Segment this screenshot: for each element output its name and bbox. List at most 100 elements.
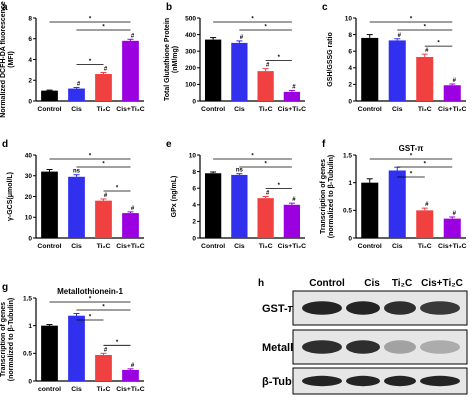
bar-1 xyxy=(68,176,85,238)
y-tick-label: 8 xyxy=(28,15,32,22)
y-axis-label: Transcription of genes(normalized to β-T… xyxy=(320,155,335,238)
bracket-label: * xyxy=(437,41,440,47)
bracket-label: * xyxy=(89,315,92,321)
category-label: Cis xyxy=(392,106,403,113)
category-label: Control xyxy=(358,106,382,113)
y-tick-label: 2 xyxy=(192,219,196,226)
bracket-label: * xyxy=(424,162,427,168)
bracket-label: * xyxy=(102,162,105,168)
blot-column-header: Control xyxy=(309,278,345,289)
y-axis-label: GPx (ng/mL) xyxy=(171,176,178,218)
y-axis-label-line: Total Glutathione Protein xyxy=(164,18,171,101)
y-tick-label: 20 xyxy=(25,194,33,201)
significance-mark: # xyxy=(240,35,244,41)
y-tick-label: 0.5 xyxy=(343,208,352,215)
blot-band xyxy=(346,301,380,315)
significance-mark: # xyxy=(266,63,270,69)
y-tick-label: 0.5 xyxy=(23,351,32,358)
bracket-label: * xyxy=(89,59,92,65)
y-tick-label: 6 xyxy=(28,36,32,43)
y-tick-label: 4 xyxy=(28,57,32,64)
blot-band xyxy=(420,340,460,354)
y-tick-label: 40 xyxy=(25,152,33,159)
panel-b: b 0 100 200 300 400 500 Total Glutathione Prote… xyxy=(164,2,306,113)
y-tick-label: 4 xyxy=(348,65,352,72)
bar-0 xyxy=(41,90,58,101)
panel-letter-b: b xyxy=(166,2,172,13)
category-label: Ti₂C xyxy=(97,106,111,113)
y-axis-label: GSH/GSSG ratio xyxy=(327,32,334,86)
bar-3 xyxy=(283,91,301,101)
blot-band xyxy=(302,340,342,354)
y-tick-label: 8 xyxy=(192,169,196,176)
significance-mark: # xyxy=(104,66,108,72)
y-axis-label-line: (MFI) xyxy=(8,51,15,68)
y-tick-label: 500 xyxy=(185,15,196,22)
bar-3 xyxy=(283,204,301,238)
bracket-label: * xyxy=(89,17,92,23)
panel-letter-e: e xyxy=(166,139,172,150)
panel-letter-c: c xyxy=(322,2,328,13)
category-label: Cis xyxy=(234,106,245,113)
category-label: Cis xyxy=(392,243,403,250)
category-label: Control xyxy=(358,243,382,250)
significance-mark: ns xyxy=(236,168,244,174)
blot-row: Metallothionein xyxy=(262,329,468,365)
significance-mark: # xyxy=(131,206,135,212)
y-tick-label: 2 xyxy=(348,82,352,89)
y-axis-label-line: GSH/GSSG ratio xyxy=(327,32,334,86)
panel-letter-f: f xyxy=(322,139,326,150)
blot-rows: GST-π Metallothioneinβ-Tubulin xyxy=(262,290,468,395)
category-label: Cis xyxy=(71,386,82,393)
blot-band xyxy=(346,340,380,354)
blot-band xyxy=(346,375,380,387)
bracket-label: * xyxy=(89,154,92,160)
bracket-label: * xyxy=(264,25,267,31)
y-tick-label: 0 xyxy=(192,98,196,105)
category-label: Ti₂C xyxy=(418,243,432,250)
chart-title: Metallothionein-1 xyxy=(57,287,123,296)
category-label: Ti₂C xyxy=(259,106,273,113)
y-tick-label: 0 xyxy=(348,98,352,105)
bracket-label: * xyxy=(102,305,105,311)
significance-mark: # xyxy=(425,202,429,208)
significance-mark: # xyxy=(77,82,81,88)
y-tick-label: 1.5 xyxy=(23,295,32,302)
bracket-label: * xyxy=(116,340,119,346)
blot-band xyxy=(384,340,416,354)
bar-3 xyxy=(443,85,461,101)
bar-2 xyxy=(95,200,112,238)
y-tick-label: 30 xyxy=(25,173,33,180)
bar-1 xyxy=(68,315,85,381)
y-tick-label: 1 xyxy=(28,323,32,330)
y-tick-label: 0 xyxy=(28,378,32,385)
bracket-label: * xyxy=(278,55,281,61)
y-tick-label: 10 xyxy=(345,15,353,22)
significance-mark: # xyxy=(292,197,296,203)
category-label: Ti₂C xyxy=(97,243,111,250)
bar-1 xyxy=(231,174,248,238)
charts-layer: a 0 2 4 6 8 Normalized DCFH-DA fluorescence(MF… xyxy=(0,1,467,393)
y-axis-label: Total Glutathione Protein(nM/mg) xyxy=(164,18,179,101)
blot-row: GST-π xyxy=(262,290,468,326)
y-tick-label: 10 xyxy=(189,152,197,159)
panel-d: d 0 10 20 30 40 γ-GCS(μmol/L) Control ns Cis # Ti₂C… xyxy=(2,139,145,250)
bar-2 xyxy=(416,210,434,238)
bar-3 xyxy=(122,369,139,381)
blot-band xyxy=(302,375,342,387)
y-tick-label: 0 xyxy=(28,98,32,105)
blot-row: β-Tubulin xyxy=(262,367,468,395)
bracket-label: * xyxy=(410,154,413,160)
blot-band xyxy=(420,301,460,315)
bar-0 xyxy=(361,37,379,101)
y-axis-label-line: Transcription of genes xyxy=(0,302,7,377)
blot-column-header: Ti₂C xyxy=(392,278,412,289)
y-tick-label: 0 xyxy=(28,235,32,242)
blot-band xyxy=(302,301,342,315)
bracket-label: * xyxy=(116,185,119,191)
panel-letter-a: a xyxy=(2,2,8,13)
category-label: Control xyxy=(37,243,61,250)
bracket-label: * xyxy=(410,17,413,23)
category-label: Ti₂C xyxy=(97,386,111,393)
